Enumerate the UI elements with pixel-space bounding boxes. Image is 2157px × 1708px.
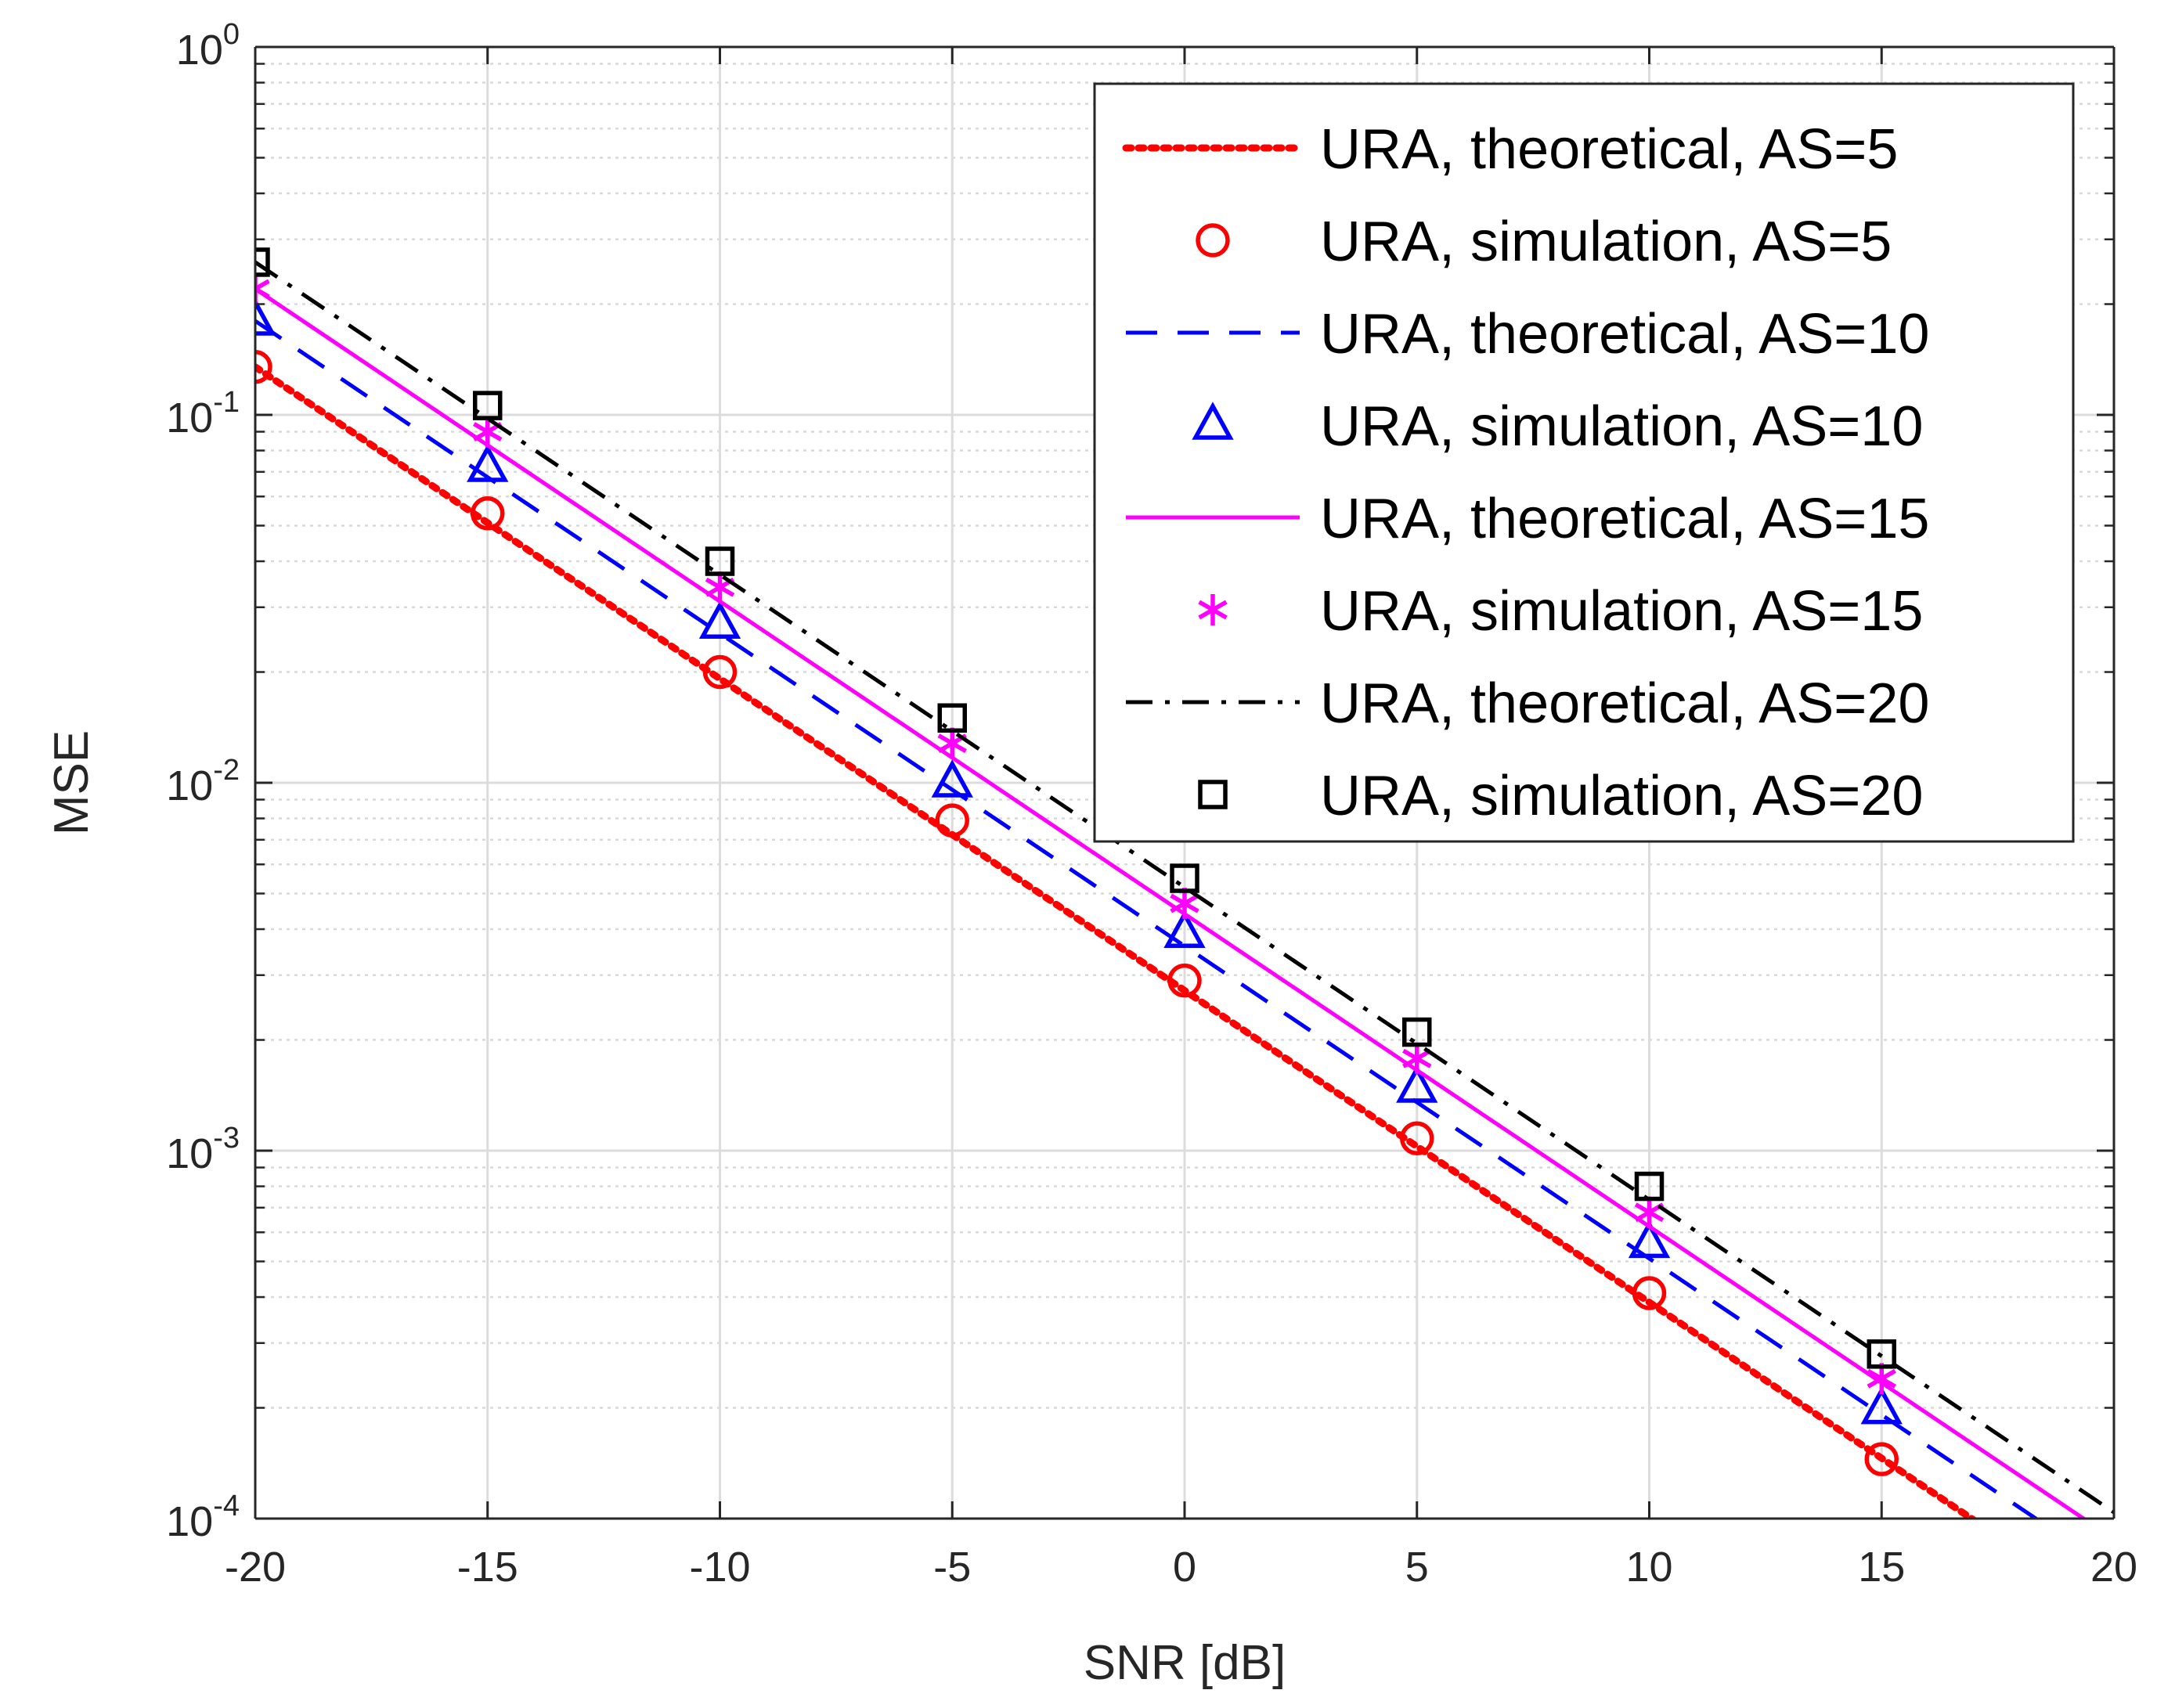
x-tick-label: 0 xyxy=(1173,1544,1196,1591)
x-tick-label: 15 xyxy=(1858,1544,1905,1591)
series-line-2 xyxy=(255,319,2040,1519)
data-point xyxy=(255,273,270,305)
series-markers-3 xyxy=(255,297,1903,1425)
data-point xyxy=(1867,1339,1896,1369)
legend-marker-sample xyxy=(1192,402,1234,440)
series-line-6 xyxy=(255,260,2114,1515)
y-tick-label: 10-4 xyxy=(166,1490,240,1545)
x-axis-title: SNR [dB] xyxy=(1084,1636,1286,1690)
data-point xyxy=(1628,1220,1671,1259)
data-point xyxy=(931,759,973,798)
axes: -20 -15 -10 -5 0 5 10 15 20 100 10-1 10-2 10-3 10-4 xyxy=(166,18,2137,1591)
data-point xyxy=(255,349,272,384)
data-point xyxy=(1396,1065,1438,1103)
series-line-0 xyxy=(255,363,1978,1519)
legend-label: URA, theoretical, AS=10 xyxy=(1320,303,1929,366)
data-point xyxy=(473,391,503,420)
legend-marker-sample xyxy=(1196,223,1230,258)
data-point xyxy=(255,297,276,336)
legend-marker-sample xyxy=(1198,780,1228,809)
legend-label: URA, theoretical, AS=5 xyxy=(1320,118,1898,181)
data-point xyxy=(1402,1043,1432,1075)
y-tick-label: 10-1 xyxy=(166,386,240,441)
plot-area xyxy=(255,247,2114,1519)
data-point xyxy=(1402,1017,1432,1047)
y-tick-label: 10-3 xyxy=(166,1122,240,1177)
x-tick-label: 5 xyxy=(1405,1544,1429,1591)
legend-label: URA, simulation, AS=15 xyxy=(1320,580,1923,643)
series-markers-5 xyxy=(255,273,1896,1395)
data-point xyxy=(705,546,735,576)
data-point xyxy=(1170,888,1199,920)
legend-label: URA, simulation, AS=20 xyxy=(1320,765,1923,827)
data-point xyxy=(1860,1385,1903,1425)
data-point xyxy=(702,654,738,690)
x-tick-label: -20 xyxy=(225,1544,286,1591)
x-tick-label: 10 xyxy=(1625,1544,1672,1591)
data-point xyxy=(1167,963,1202,998)
series-markers-1 xyxy=(255,349,1899,1476)
data-point xyxy=(1634,1171,1665,1202)
legend-marker-sample xyxy=(1198,594,1228,625)
y-tick-label: 100 xyxy=(176,18,240,74)
x-tick-label: -15 xyxy=(457,1544,518,1591)
x-tick-label: -5 xyxy=(933,1544,971,1591)
legend-label: URA, simulation, AS=10 xyxy=(1320,395,1923,458)
data-point xyxy=(1170,863,1199,893)
x-tick-label: -10 xyxy=(689,1544,750,1591)
data-point xyxy=(471,496,505,531)
data-point xyxy=(1864,1442,1899,1476)
legend-box xyxy=(1093,82,2075,843)
data-point xyxy=(1163,910,1206,948)
legend-label: URA, simulation, AS=5 xyxy=(1320,211,1892,273)
series-markers-7 xyxy=(255,247,1896,1369)
data-point xyxy=(698,600,741,640)
legend: URA, theoretical, AS=5 URA, simulation, A… xyxy=(1093,82,2075,843)
data-point xyxy=(255,247,270,277)
legend-label: URA, theoretical, AS=20 xyxy=(1320,672,1929,735)
data-point xyxy=(1400,1121,1434,1156)
y-tick-label: 10-2 xyxy=(166,754,240,809)
legend-label: URA, theoretical, AS=15 xyxy=(1320,488,1929,550)
x-tick-label: 20 xyxy=(2090,1544,2137,1591)
data-point xyxy=(1632,1276,1667,1310)
y-axis-title: MSE xyxy=(45,730,99,835)
data-point xyxy=(467,444,509,482)
data-point xyxy=(935,803,969,838)
data-point xyxy=(937,703,967,733)
